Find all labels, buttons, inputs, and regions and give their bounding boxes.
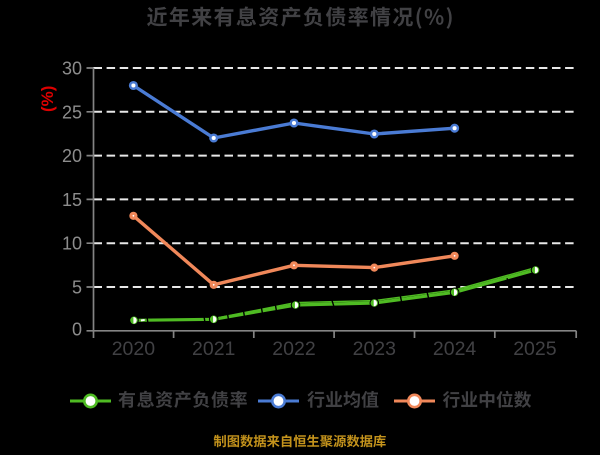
svg-text:25: 25 [62,102,82,122]
svg-text:15: 15 [62,190,82,210]
svg-text:5: 5 [72,278,82,298]
svg-text:2024: 2024 [433,338,477,360]
svg-text:2020: 2020 [112,338,156,360]
svg-text:20: 20 [62,146,82,166]
svg-text:2023: 2023 [353,338,396,360]
svg-text:(%): (%) [38,86,57,112]
svg-text:10: 10 [62,234,82,254]
svg-text:2022: 2022 [272,338,315,360]
svg-text:0: 0 [72,319,82,339]
svg-text:2021: 2021 [192,338,235,360]
svg-text:2025: 2025 [513,338,557,360]
svg-text:30: 30 [62,59,82,79]
